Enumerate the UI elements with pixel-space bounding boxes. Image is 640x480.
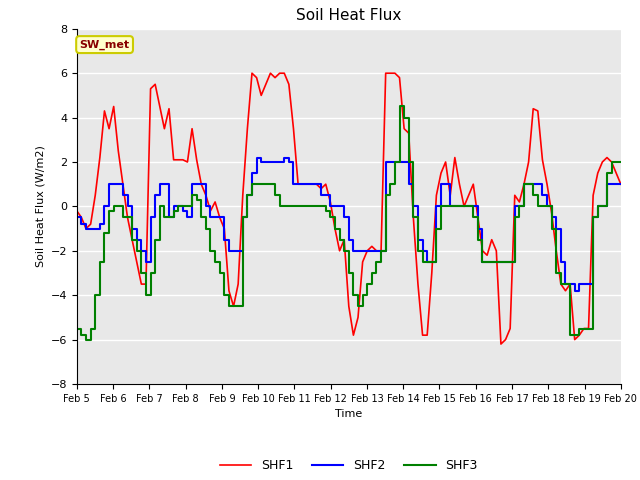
SHF2: [253, 155, 260, 160]
SHF3: [188, 192, 196, 198]
SHF2: [543, 204, 551, 209]
SHF3: [82, 337, 90, 343]
SHF1: [244, 126, 252, 132]
Legend: SHF1, SHF2, SHF3: SHF1, SHF2, SHF3: [214, 454, 483, 477]
SHF3: [479, 259, 486, 265]
SHF3: [396, 104, 403, 109]
X-axis label: Time: Time: [335, 409, 362, 419]
SHF1: [73, 208, 81, 214]
SHF1: [184, 159, 191, 165]
SHF2: [184, 215, 191, 220]
SHF3: [617, 159, 625, 165]
Line: SHF2: SHF2: [77, 157, 621, 291]
Line: SHF1: SHF1: [77, 73, 621, 344]
Y-axis label: Soil Heat Flux (W/m2): Soil Heat Flux (W/m2): [35, 145, 45, 267]
SHF3: [248, 181, 256, 187]
SHF3: [548, 226, 556, 231]
SHF1: [248, 70, 256, 76]
SHF1: [474, 215, 482, 220]
SHF1: [396, 75, 403, 81]
Title: Soil Heat Flux: Soil Heat Flux: [296, 9, 401, 24]
SHF2: [244, 192, 252, 198]
SHF1: [617, 181, 625, 187]
SHF1: [497, 341, 505, 347]
SHF2: [617, 181, 625, 187]
SHF3: [400, 115, 408, 120]
SHF2: [516, 204, 524, 209]
Text: SW_met: SW_met: [79, 39, 130, 50]
SHF2: [73, 215, 81, 220]
SHF1: [520, 181, 528, 187]
SHF3: [520, 181, 528, 187]
SHF3: [73, 325, 81, 331]
SHF2: [571, 288, 579, 294]
Line: SHF3: SHF3: [77, 107, 621, 340]
SHF2: [474, 226, 482, 231]
SHF1: [548, 210, 556, 216]
SHF2: [396, 159, 403, 165]
